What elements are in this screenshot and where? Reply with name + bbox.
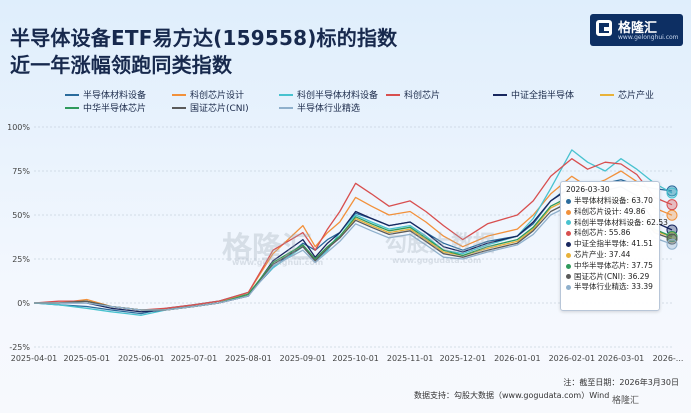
y-tick-label: 50% <box>12 211 30 220</box>
series-end-marker <box>666 199 678 211</box>
legend-swatch <box>172 93 186 96</box>
legend-item: 科创芯片 <box>386 88 440 101</box>
footer-brand: 格隆汇 <box>612 396 640 406</box>
tooltip-text: 科创芯片: 55.86 <box>574 228 631 238</box>
legend-item: 芯片产业 <box>600 88 654 101</box>
tooltip-row: 中华半导体芯片: 37.75 <box>566 261 654 272</box>
legend-item: 科创芯片设计 <box>172 88 244 101</box>
y-tick-label: 100% <box>7 123 30 132</box>
series-line <box>33 158 673 311</box>
x-tick-label: 2026-03-01 <box>598 354 645 363</box>
tooltip-row: 半导体材料设备: 63.70 <box>566 196 654 207</box>
legend-item: 半导体材料设备 <box>65 88 146 101</box>
legend-item: 半导体行业精选 <box>279 101 360 114</box>
tooltip-dot <box>566 231 571 237</box>
title-line-2: 近一年涨幅领跑同类指数 <box>10 53 233 77</box>
tooltip-row: 国证芯片(CNI): 36.29 <box>566 272 654 283</box>
watermark-name: 勾股大数据 <box>385 232 496 257</box>
tooltip-dot <box>566 242 571 248</box>
x-tick-label: 2026-01-01 <box>494 354 541 363</box>
title-line-1: 半导体设备ETF易方达(159558)标的指数 <box>10 26 398 50</box>
legend-swatch <box>65 93 79 96</box>
x-tick-label: 2025-12-01 <box>440 354 487 363</box>
tooltip-dot <box>566 263 571 269</box>
tooltip-text: 中证全指半导体: 41.51 <box>574 239 653 249</box>
chart-legend: 半导体材料设备 科创芯片设计 科创半导体材料设备 科创芯片 中证全指半导体 芯片产业中华半… <box>0 88 691 122</box>
legend-label: 芯片产业 <box>618 91 655 101</box>
watermark-brand: 格隆汇 <box>222 231 312 266</box>
legend-swatch <box>493 93 507 96</box>
x-tick-label: 2025-10-01 <box>332 354 379 363</box>
x-tick-label: 2026-02-01 <box>549 354 596 363</box>
legend-label: 国证芯片(CNI) <box>190 104 249 114</box>
x-tick-label: 2025-06-01 <box>118 354 165 363</box>
legend-label: 科创芯片设计 <box>190 91 245 101</box>
tooltip-text: 半导体行业精选: 33.39 <box>574 282 653 292</box>
tooltip-dot <box>566 285 571 291</box>
brand-url: www.gelonghui.com <box>618 34 679 41</box>
tooltip-text: 半导体材料设备: 63.70 <box>574 196 653 205</box>
legend-label: 中华半导体芯片 <box>83 104 147 114</box>
legend-item: 中证全指半导体 <box>493 88 574 101</box>
watermark-brand-url: www.gelonghui.com <box>232 258 324 267</box>
tooltip-row: 科创半导体材料设备: 62.53 <box>566 218 668 229</box>
legend-item: 中华半导体芯片 <box>65 101 146 114</box>
x-tick-label: 2026-... <box>653 354 684 363</box>
x-tick-label: 2025-05-01 <box>63 354 110 363</box>
tooltip-dot <box>566 209 571 215</box>
tooltip-row: 科创芯片设计: 49.86 <box>566 207 654 218</box>
y-tick-label: 75% <box>12 167 30 176</box>
legend-label: 半导体行业精选 <box>297 104 361 114</box>
legend-swatch <box>65 106 79 109</box>
series-end-marker <box>666 238 678 250</box>
x-tick-label: 2025-11-01 <box>387 354 434 363</box>
brand-logo: 格隆汇 www.gelonghui.com <box>590 14 683 46</box>
series-end-marker <box>666 209 678 221</box>
legend-label: 科创芯片 <box>404 91 441 101</box>
legend-label: 半导体材料设备 <box>83 91 147 101</box>
tooltip-text: 科创芯片设计: 49.86 <box>574 206 646 216</box>
x-tick-label: 2025-08-01 <box>225 354 272 363</box>
x-tick-label: 2025-04-01 <box>11 354 58 363</box>
legend-swatch <box>279 106 293 109</box>
brand-logo-icon <box>596 20 612 36</box>
legend-swatch <box>279 93 293 96</box>
watermark-url: www.gogudata.com <box>392 256 482 265</box>
tooltip-row: 科创芯片: 55.86 <box>566 228 654 239</box>
data-tooltip: 2026-03-30 半导体材料设备: 63.70 科创芯片设计: 49.86 科创… <box>560 181 668 311</box>
y-tick-label: 0% <box>17 299 30 308</box>
tooltip-row: 半导体行业精选: 33.39 <box>566 282 654 293</box>
legend-label: 中证全指半导体 <box>511 91 575 101</box>
legend-swatch <box>386 93 400 96</box>
tooltip-dot <box>566 198 571 204</box>
date-note: 注：截至日期：2026年3月30日 <box>563 378 679 387</box>
tooltip-dot <box>566 220 571 226</box>
tooltip-text: 国证芯片(CNI): 36.29 <box>574 271 650 281</box>
tooltip-text: 科创半导体材料设备: 62.53 <box>574 217 668 227</box>
legend-label: 科创半导体材料设备 <box>297 91 379 101</box>
tooltip-rows: 半导体材料设备: 63.70 科创芯片设计: 49.86 科创半导体材料设备: 62… <box>566 196 668 293</box>
data-source: 数据支持：勾股大数据（www.gogudata.com）Wind <box>414 391 610 400</box>
x-tick-label: 2025-07-01 <box>171 354 218 363</box>
series-end-marker <box>666 231 678 243</box>
tooltip-text: 中华半导体芯片: 37.75 <box>574 260 653 270</box>
y-tick-label: -25% <box>9 343 30 352</box>
tooltip-row: 中证全指半导体: 41.51 <box>566 239 654 250</box>
series-end-marker <box>666 187 678 199</box>
legend-swatch <box>172 106 186 109</box>
tooltip-row: 芯片产业: 37.44 <box>566 250 654 261</box>
brand-name: 格隆汇 <box>618 21 658 36</box>
tooltip-dot <box>566 274 571 280</box>
legend-item: 科创半导体材料设备 <box>279 88 378 101</box>
legend-item: 国证芯片(CNI) <box>172 101 249 114</box>
tooltip-date: 2026-03-30 <box>566 185 610 194</box>
tooltip-text: 芯片产业: 37.44 <box>574 249 631 259</box>
tooltip-dot <box>566 252 571 258</box>
x-tick-label: 2025-09-01 <box>280 354 327 363</box>
legend-swatch <box>600 93 614 96</box>
y-tick-label: 25% <box>12 255 30 264</box>
